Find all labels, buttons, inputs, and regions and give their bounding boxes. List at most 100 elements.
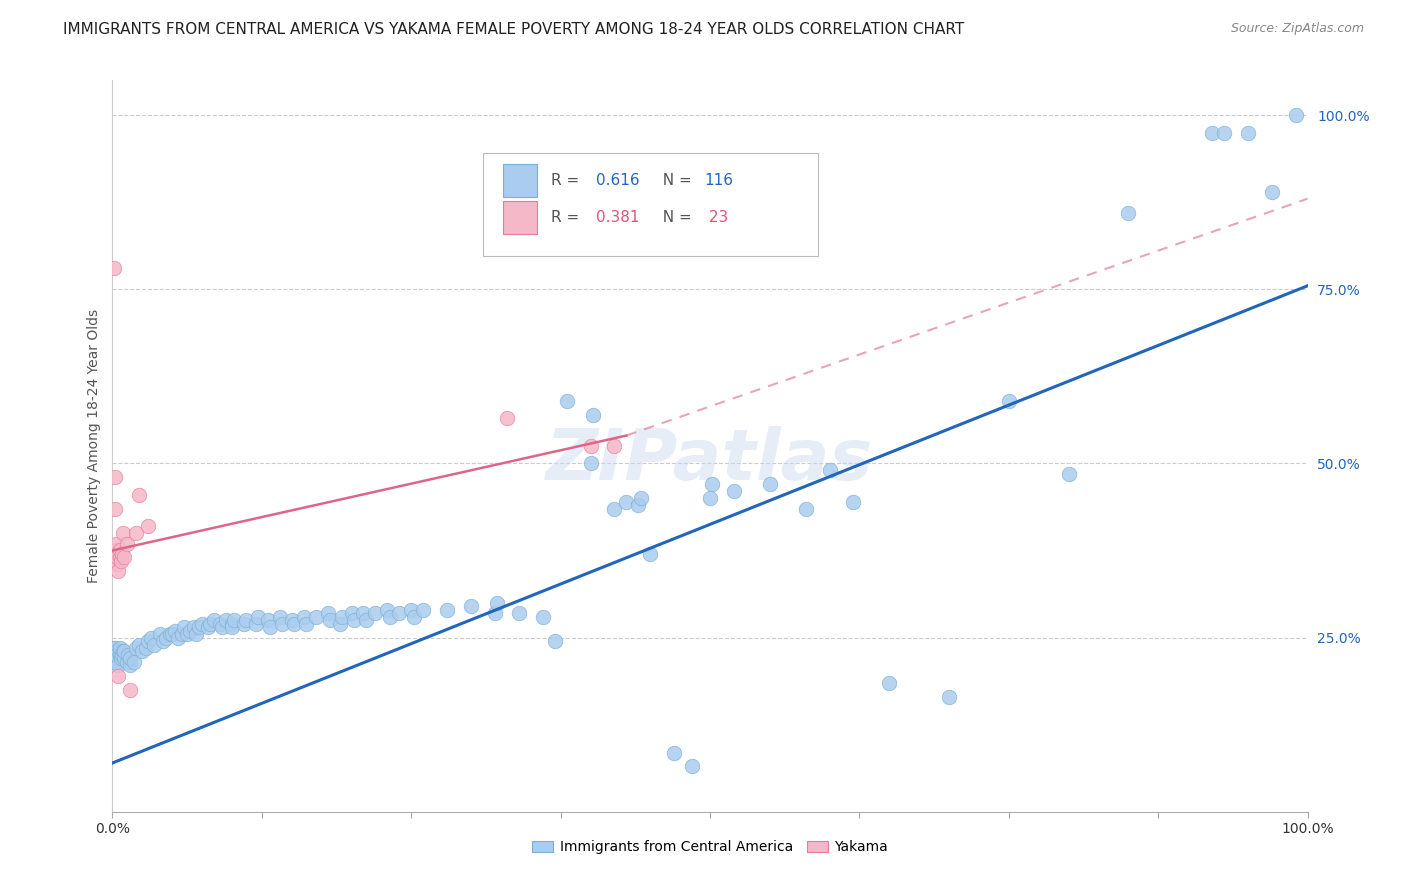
Point	[125, 526, 148, 541]
Point	[105, 543, 128, 558]
Point	[245, 616, 267, 631]
Point	[108, 550, 131, 565]
Point	[152, 634, 174, 648]
Point	[723, 484, 745, 499]
Point	[139, 631, 162, 645]
Point	[630, 491, 652, 506]
Point	[1285, 108, 1308, 122]
Point	[122, 655, 145, 669]
Point	[138, 634, 160, 648]
Point	[103, 640, 125, 655]
Text: N =: N =	[652, 210, 696, 225]
Point	[104, 655, 127, 669]
Text: R =: R =	[551, 173, 585, 188]
Point	[105, 550, 128, 565]
Point	[115, 536, 138, 550]
Point	[702, 477, 724, 491]
Point	[354, 613, 377, 627]
Point	[131, 644, 153, 658]
Point	[128, 638, 150, 652]
Point	[582, 408, 605, 422]
Point	[176, 627, 198, 641]
Point	[616, 494, 638, 508]
Point	[104, 648, 127, 662]
Point	[202, 613, 225, 627]
Text: 0.616: 0.616	[596, 173, 640, 188]
Point	[531, 609, 554, 624]
Point	[120, 682, 142, 697]
Point	[378, 609, 401, 624]
Point	[111, 648, 134, 662]
Point	[603, 439, 626, 453]
Point	[627, 498, 650, 512]
Point	[486, 596, 509, 610]
Point	[1213, 126, 1236, 140]
Bar	[503, 164, 537, 197]
Point	[120, 658, 142, 673]
Point	[108, 648, 131, 662]
Point	[794, 501, 817, 516]
Point	[401, 603, 423, 617]
Point	[664, 746, 686, 760]
Point	[149, 627, 172, 641]
Point	[603, 501, 626, 516]
Point	[283, 616, 305, 631]
Text: 116: 116	[704, 173, 733, 188]
Text: ZIPatlas: ZIPatlas	[547, 426, 873, 495]
Point	[1057, 467, 1080, 481]
Point	[104, 640, 127, 655]
Point	[183, 620, 205, 634]
Point	[879, 676, 901, 690]
Point	[579, 457, 602, 471]
Point	[200, 616, 222, 631]
Point	[496, 411, 519, 425]
Point	[681, 759, 703, 773]
Point	[281, 613, 304, 627]
Point	[114, 644, 135, 658]
Point	[221, 616, 243, 631]
FancyBboxPatch shape	[484, 153, 818, 256]
Point	[938, 690, 960, 704]
Point	[257, 613, 280, 627]
Point	[377, 603, 399, 617]
Point	[343, 613, 366, 627]
Point	[1261, 185, 1284, 199]
Point	[105, 558, 128, 572]
Point	[224, 613, 246, 627]
Point	[155, 631, 177, 645]
Point	[125, 640, 148, 655]
Point	[107, 669, 129, 683]
Point	[110, 554, 132, 568]
Point	[167, 631, 190, 645]
Point	[508, 606, 530, 620]
Text: N =: N =	[652, 173, 696, 188]
Point	[271, 616, 294, 631]
Point	[316, 606, 339, 620]
Bar	[503, 201, 537, 234]
Point	[1237, 126, 1260, 140]
Point	[103, 261, 125, 276]
Point	[110, 651, 132, 665]
Point	[114, 651, 135, 665]
Point	[163, 624, 186, 638]
Point	[818, 463, 841, 477]
Point	[269, 609, 291, 624]
Point	[579, 439, 602, 453]
Point	[364, 606, 387, 620]
Point	[112, 644, 135, 658]
Point	[105, 536, 128, 550]
Point	[114, 550, 135, 565]
Point	[128, 488, 150, 502]
Point	[215, 613, 238, 627]
Point	[107, 565, 129, 579]
Point	[460, 599, 482, 614]
Point	[759, 477, 782, 491]
Point	[235, 613, 257, 627]
Point	[104, 470, 127, 484]
Point	[247, 609, 270, 624]
Point	[105, 648, 128, 662]
Point	[187, 620, 209, 634]
Point	[329, 616, 352, 631]
Text: Source: ZipAtlas.com: Source: ZipAtlas.com	[1230, 22, 1364, 36]
Point	[221, 620, 243, 634]
